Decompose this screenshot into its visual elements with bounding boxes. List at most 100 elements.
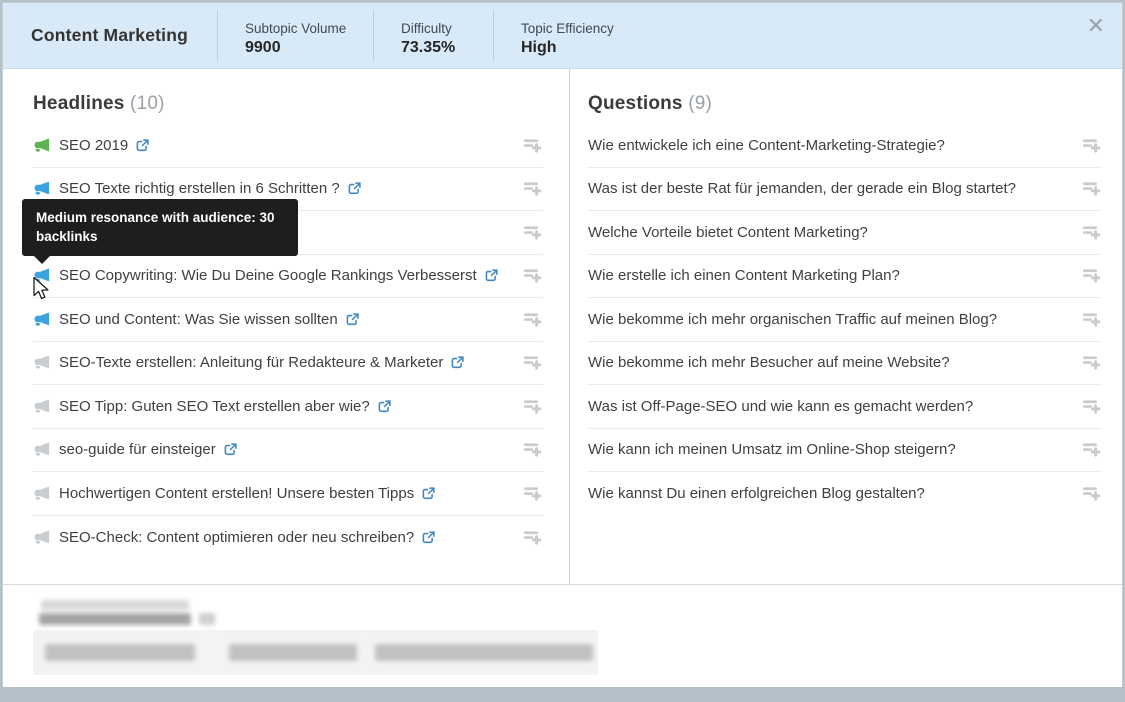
- add-to-list-icon[interactable]: [1083, 312, 1102, 327]
- headlines-heading: Headlines (10): [33, 93, 165, 114]
- add-to-list-icon[interactable]: [524, 138, 543, 153]
- stat-value: High: [521, 39, 557, 56]
- add-to-list-icon[interactable]: [1083, 138, 1102, 153]
- add-to-list-icon[interactable]: [1083, 268, 1102, 283]
- column-divider: [569, 69, 570, 584]
- question-text: Wie bekomme ich mehr Besucher auf meine …: [588, 354, 950, 372]
- headline-link[interactable]: SEO Tipp: Guten SEO Text erstellen aber …: [59, 397, 370, 415]
- questions-count: (9): [688, 93, 713, 114]
- question-text: Wie kann ich meinen Umsatz im Online-Sho…: [588, 441, 956, 459]
- headlines-column: Headlines (10) SEO 2019: [3, 69, 569, 584]
- resonance-megaphone-icon[interactable]: [33, 530, 50, 545]
- questions-heading: Questions (9): [588, 93, 713, 114]
- question-row: Wie kann ich meinen Umsatz im Online-Sho…: [588, 429, 1102, 472]
- add-to-list-icon[interactable]: [524, 181, 543, 196]
- stat-label: Subtopic Volume: [245, 21, 347, 36]
- redacted-button: [375, 644, 593, 661]
- resonance-megaphone-icon[interactable]: [33, 399, 50, 414]
- headline-row: seo-guide für einsteiger: [33, 429, 543, 472]
- questions-list: Wie entwickele ich eine Content-Marketin…: [588, 124, 1102, 516]
- headline-link[interactable]: Hochwertigen Content erstellen! Unsere b…: [59, 484, 415, 502]
- redacted-button: [45, 644, 195, 661]
- question-row: Was ist der beste Rat für jemanden, der …: [588, 168, 1102, 211]
- add-to-list-icon[interactable]: [1083, 225, 1102, 240]
- stat-value: 9900: [245, 39, 281, 56]
- question-row: Wie bekomme ich mehr organischen Traffic…: [588, 298, 1102, 342]
- question-text: Was ist der beste Rat für jemanden, der …: [588, 180, 1017, 198]
- external-link-icon[interactable]: [224, 443, 237, 456]
- add-to-list-icon[interactable]: [524, 312, 543, 327]
- headline-row: SEO 2019: [33, 124, 543, 168]
- resonance-tooltip: Medium resonance with audience: 30 backl…: [22, 199, 298, 264]
- questions-column: Questions (9) Wie entwickele ich eine Co…: [570, 69, 1124, 584]
- add-to-list-icon[interactable]: [1083, 486, 1102, 501]
- stat-difficulty: Difficulty 73.35%: [373, 10, 493, 61]
- headline-link[interactable]: SEO Copywriting: Wie Du Deine Google Ran…: [59, 267, 477, 285]
- headlines-list: SEO 2019 SEO Texte richtig erstellen: [33, 124, 543, 559]
- stat-topic-efficiency: Topic Efficiency High: [493, 10, 663, 61]
- external-link-icon[interactable]: [422, 531, 435, 544]
- redacted-button: [229, 644, 357, 661]
- question-row: Was ist Off-Page-SEO und wie kann es gem…: [588, 385, 1102, 429]
- question-text: Welche Vorteile bietet Content Marketing…: [588, 223, 868, 241]
- stat-label: Difficulty: [401, 21, 452, 36]
- external-link-icon[interactable]: [378, 400, 391, 413]
- topic-details-modal: Content Marketing Subtopic Volume 9900 D…: [2, 2, 1123, 687]
- question-text: Wie bekomme ich mehr organischen Traffic…: [588, 310, 998, 328]
- redacted-icon-block: [199, 613, 215, 625]
- stat-value: 73.35%: [401, 39, 456, 56]
- external-link-icon[interactable]: [348, 182, 361, 195]
- mouse-cursor: [33, 276, 49, 300]
- headline-link[interactable]: seo-guide für einsteiger: [59, 441, 216, 459]
- question-row: Wie kannst Du einen erfolgreichen Blog g…: [588, 472, 1102, 516]
- resonance-megaphone-icon[interactable]: [33, 138, 50, 153]
- modal-header: Content Marketing Subtopic Volume 9900 D…: [3, 3, 1122, 69]
- external-link-icon[interactable]: [136, 139, 149, 152]
- question-text: Wie entwickele ich eine Content-Marketin…: [588, 136, 945, 154]
- headline-row: SEO Copywriting: Wie Du Deine Google Ran…: [33, 255, 543, 298]
- headline-link[interactable]: SEO 2019: [59, 136, 129, 154]
- headline-row: Hochwertigen Content erstellen! Unsere b…: [33, 472, 543, 516]
- question-text: Was ist Off-Page-SEO und wie kann es gem…: [588, 397, 974, 415]
- add-to-list-icon[interactable]: [1083, 181, 1102, 196]
- external-link-icon[interactable]: [422, 487, 435, 500]
- close-icon[interactable]: ✕: [1086, 13, 1105, 38]
- headline-row: SEO-Texte erstellen: Anleitung für Redak…: [33, 342, 543, 385]
- resonance-megaphone-icon[interactable]: [33, 181, 50, 196]
- resonance-megaphone-icon[interactable]: [33, 312, 50, 327]
- add-to-list-icon[interactable]: [524, 486, 543, 501]
- add-to-list-icon[interactable]: [1083, 399, 1102, 414]
- headline-link[interactable]: SEO-Check: Content optimieren oder neu s…: [59, 528, 415, 546]
- question-text: Wie kannst Du einen erfolgreichen Blog g…: [588, 485, 925, 503]
- redacted-text-block: [41, 600, 189, 610]
- headlines-count: (10): [130, 93, 165, 114]
- question-text: Wie erstelle ich einen Content Marketing…: [588, 267, 900, 285]
- redacted-text-block: [39, 613, 191, 625]
- modal-content: Headlines (10) SEO 2019: [3, 69, 1122, 584]
- headline-row: SEO-Check: Content optimieren oder neu s…: [33, 516, 543, 560]
- resonance-megaphone-icon[interactable]: [33, 442, 50, 457]
- add-to-list-icon[interactable]: [524, 268, 543, 283]
- headline-row: SEO und Content: Was Sie wissen sollten: [33, 298, 543, 342]
- resonance-megaphone-icon[interactable]: [33, 486, 50, 501]
- stat-subtopic-volume: Subtopic Volume 9900: [217, 10, 373, 61]
- headline-link[interactable]: SEO und Content: Was Sie wissen sollten: [59, 310, 338, 328]
- external-link-icon[interactable]: [485, 269, 498, 282]
- external-link-icon[interactable]: [346, 313, 359, 326]
- add-to-list-icon[interactable]: [1083, 442, 1102, 457]
- topic-title: Content Marketing: [31, 25, 189, 45]
- add-to-list-icon[interactable]: [1083, 355, 1102, 370]
- resonance-megaphone-icon[interactable]: [33, 355, 50, 370]
- redacted-button-strip: [33, 630, 598, 675]
- add-to-list-icon[interactable]: [524, 355, 543, 370]
- question-row: Wie entwickele ich eine Content-Marketin…: [588, 124, 1102, 168]
- add-to-list-icon[interactable]: [524, 225, 543, 240]
- add-to-list-icon[interactable]: [524, 442, 543, 457]
- external-link-icon[interactable]: [451, 356, 465, 369]
- question-row: Welche Vorteile bietet Content Marketing…: [588, 211, 1102, 255]
- modal-footer: [3, 584, 1122, 687]
- headline-link[interactable]: SEO-Texte erstellen: Anleitung für Redak…: [59, 354, 444, 372]
- add-to-list-icon[interactable]: [524, 530, 543, 545]
- headline-link[interactable]: SEO Texte richtig erstellen in 6 Schritt…: [59, 180, 340, 198]
- add-to-list-icon[interactable]: [524, 399, 543, 414]
